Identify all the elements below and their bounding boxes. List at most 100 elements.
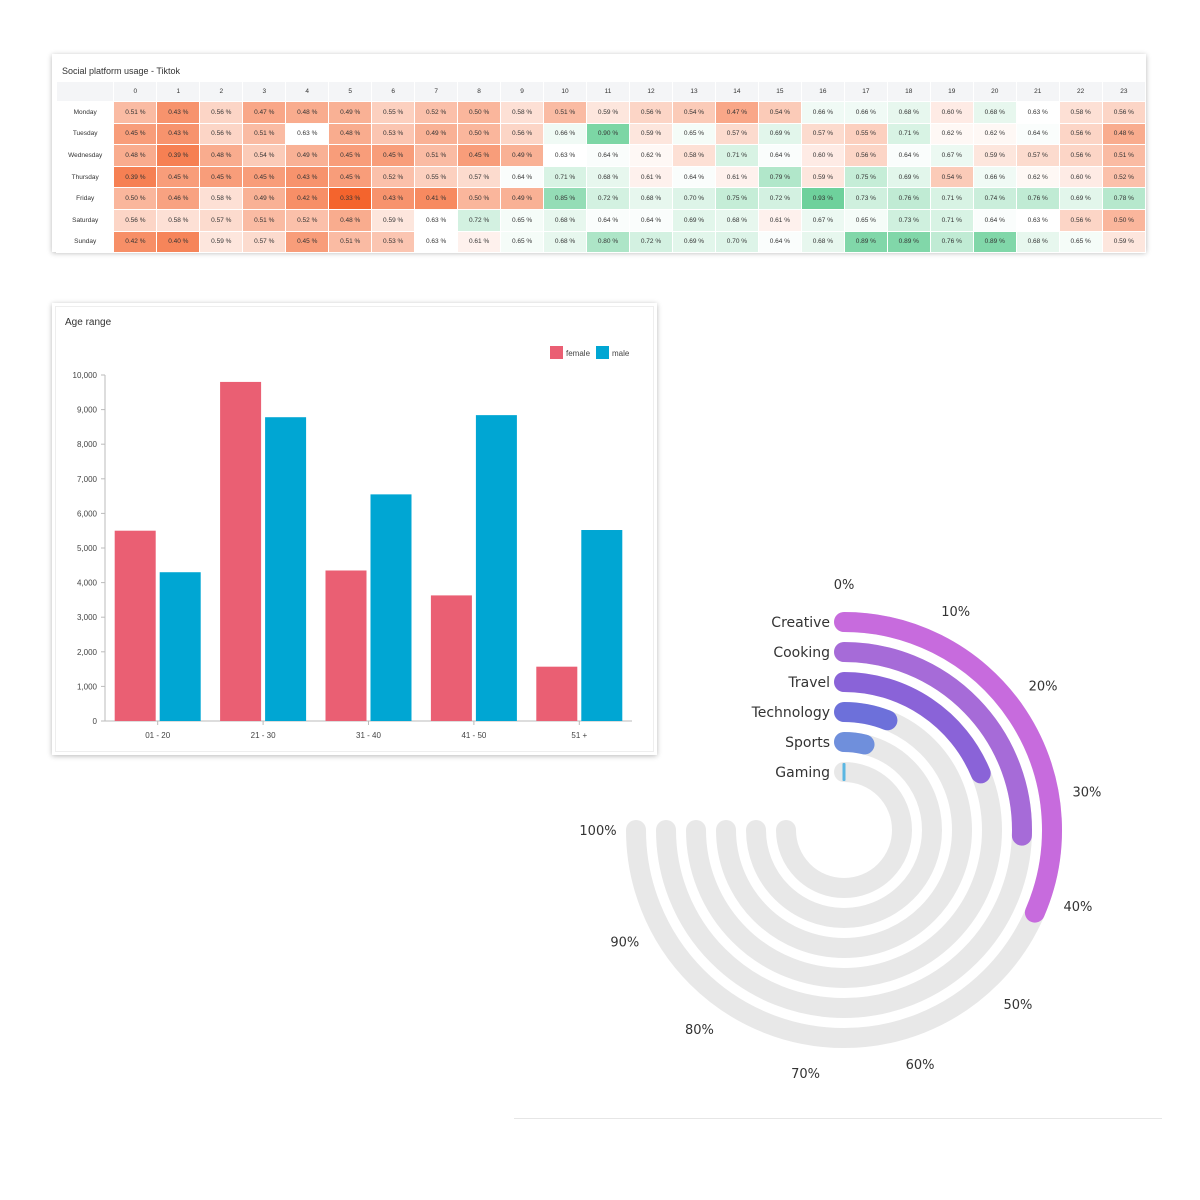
bar-male[interactable] <box>581 530 623 721</box>
y-tick-label: 9,000 <box>77 406 98 415</box>
heatmap-cell: 0.68 % <box>800 230 845 254</box>
radial-bar-travel[interactable] <box>834 672 991 784</box>
heatmap-cell: 0.58 % <box>671 144 716 167</box>
radial-bar-sports[interactable] <box>834 732 875 755</box>
heatmap-cell: 0.53 % <box>371 230 416 254</box>
heatmap-cell: 0.52 % <box>371 165 416 189</box>
x-tick-label: 01 - 20 <box>145 731 170 740</box>
heatmap-cell: 0.57 % <box>800 122 845 146</box>
radial-bar-gaming[interactable] <box>842 763 846 781</box>
heatmap-cell: 0.67 % <box>929 144 974 167</box>
heatmap-cell: 0.71 % <box>714 144 759 167</box>
heatmap-cell: 0.54 % <box>671 101 716 124</box>
heatmap-cell: 0.57 % <box>242 230 287 254</box>
heatmap-cell: 0.54 % <box>757 101 802 124</box>
heatmap-col-header: 19 <box>929 81 974 102</box>
heatmap-cell: 0.85 % <box>543 187 588 210</box>
bar-female[interactable] <box>220 381 262 721</box>
heatmap-cell: 0.62 % <box>972 122 1017 146</box>
heatmap-cell: 0.56 % <box>1058 208 1103 232</box>
heatmap-cell: 0.63 % <box>414 208 459 232</box>
heatmap-cell: 0.74 % <box>972 187 1017 210</box>
heatmap-cell: 0.80 % <box>586 230 630 254</box>
heatmap-cell: 0.66 % <box>543 122 588 146</box>
heatmap-cell: 0.78 % <box>1101 187 1147 210</box>
heatmap-cell: 0.65 % <box>1058 230 1103 254</box>
heatmap-cell: 0.65 % <box>843 208 888 232</box>
heatmap-cell: 0.56 % <box>199 122 244 146</box>
radial-track <box>776 762 912 898</box>
y-tick-label: 3,000 <box>77 613 98 622</box>
bar-male[interactable] <box>475 415 517 721</box>
heatmap-cell: 0.61 % <box>457 230 502 254</box>
age-range-chart: 0 1,000 2,000 3,000 4,000 5,000 6,000 7,000 8,00… <box>73 346 632 740</box>
heatmap-cell: 0.47 % <box>714 101 759 124</box>
heatmap-cell: 0.33 % <box>328 187 373 210</box>
heatmap-cell: 0.63 % <box>1015 101 1060 124</box>
bar-male[interactable] <box>159 572 201 721</box>
heatmap-cell: 0.45 % <box>156 165 201 189</box>
heatmap-cell: 0.59 % <box>371 208 416 232</box>
heatmap-cell: 0.69 % <box>757 122 802 146</box>
heatmap-cell: 0.51 % <box>1101 144 1147 167</box>
heatmap-cell: 0.73 % <box>843 187 888 210</box>
heatmap-cell: 0.72 % <box>757 187 802 210</box>
bar-female[interactable] <box>536 666 578 721</box>
heatmap-cell: 0.45 % <box>328 144 373 167</box>
radial-tick-label: 70% <box>791 1067 820 1082</box>
heatmap-cell: 0.49 % <box>285 144 330 167</box>
heatmap-row-label: Wednesday <box>55 144 115 167</box>
heatmap-cell: 0.60 % <box>800 144 845 167</box>
heatmap-title: Social platform usage - Tiktok <box>62 66 181 76</box>
legend-label-female[interactable]: female <box>566 349 591 358</box>
heatmap-cell: 0.75 % <box>843 165 888 189</box>
bar-male[interactable] <box>370 494 412 721</box>
heatmap-cell: 0.56 % <box>500 122 545 146</box>
radial-category-label: Cooking <box>773 645 830 661</box>
heatmap-col-header: 7 <box>414 81 459 102</box>
heatmap-cell: 0.65 % <box>500 230 545 254</box>
heatmap-cell: 0.62 % <box>929 122 974 146</box>
y-tick-label: 2,000 <box>77 648 98 657</box>
bar-female[interactable] <box>430 595 472 721</box>
radial-tick-label: 60% <box>906 1058 935 1073</box>
radial-tick-label: 0% <box>834 578 855 593</box>
heatmap-cell: 0.70 % <box>714 230 759 254</box>
heatmap-cell: 0.63 % <box>1015 208 1060 232</box>
radial-tick-label: 30% <box>1073 786 1102 801</box>
heatmap-cell: 0.69 % <box>1058 187 1103 210</box>
radial-category-label: Sports <box>785 735 830 751</box>
radial-category-label: Technology <box>751 705 830 721</box>
heatmap-col-header: 17 <box>843 81 888 102</box>
legend-label-male[interactable]: male <box>612 349 630 358</box>
radial-bar-cooking[interactable] <box>834 642 1032 846</box>
heatmap-row-label: Sunday <box>55 230 115 254</box>
divider <box>514 1118 1162 1119</box>
y-tick-label: 5,000 <box>77 544 98 553</box>
bar-female[interactable] <box>114 530 156 721</box>
heatmap-cell: 0.68 % <box>543 230 588 254</box>
radial-tick-label: 100% <box>579 824 616 839</box>
heatmap-cell: 0.72 % <box>629 230 673 254</box>
heatmap-cell: 0.54 % <box>929 165 974 189</box>
radial-bar-technology[interactable] <box>834 702 898 731</box>
heatmap-cell: 0.50 % <box>457 101 502 124</box>
heatmap-cell: 0.68 % <box>543 208 588 232</box>
bar-female[interactable] <box>325 570 367 721</box>
radial-bar-creative[interactable] <box>834 612 1062 923</box>
heatmap-cell: 0.72 % <box>457 208 502 232</box>
heatmap-cell: 0.48 % <box>199 144 244 167</box>
legend-swatch-female[interactable] <box>550 346 563 359</box>
heatmap-col-header: 3 <box>242 81 287 102</box>
heatmap-cell: 0.50 % <box>113 187 158 210</box>
heatmap-cell: 0.50 % <box>457 187 502 210</box>
heatmap-cell: 0.49 % <box>242 187 287 210</box>
heatmap-cell: 0.48 % <box>285 101 330 124</box>
heatmap-cell: 0.49 % <box>500 187 545 210</box>
heatmap-col-header: 5 <box>328 81 373 102</box>
legend-swatch-male[interactable] <box>596 346 609 359</box>
heatmap-cell: 0.51 % <box>242 122 287 146</box>
heatmap-cell: 0.68 % <box>886 101 931 124</box>
bar-male[interactable] <box>265 417 307 721</box>
heatmap-cell: 0.49 % <box>414 122 459 146</box>
